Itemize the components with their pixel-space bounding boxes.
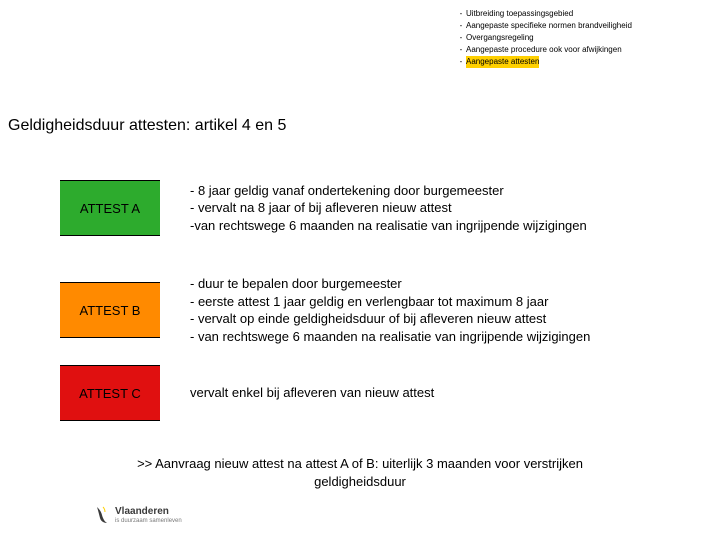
logo-icon: [95, 505, 111, 525]
attest-a-line: -van rechtswege 6 maanden na realisatie …: [190, 217, 587, 235]
bullet-dash: -: [456, 20, 466, 32]
list-item-text: Uitbreiding toepassingsgebied: [466, 8, 573, 20]
logo-text: Vlaanderen is duurzaam samenleven: [115, 507, 182, 524]
logo-title: Vlaanderen: [115, 507, 182, 517]
header-bullet-list: - Uitbreiding toepassingsgebied - Aangep…: [456, 8, 716, 68]
footer-line-1: >> Aanvraag nieuw attest na attest A of …: [0, 455, 720, 473]
attest-a-line: - vervalt na 8 jaar of bij afleveren nie…: [190, 199, 587, 217]
page-title: Geldigheidsduur attesten: artikel 4 en 5: [8, 117, 286, 135]
attest-row-b: ATTEST B - duur te bepalen door burgemee…: [60, 275, 590, 345]
attest-c-line: vervalt enkel bij afleveren van nieuw at…: [190, 384, 434, 402]
footer-note: >> Aanvraag nieuw attest na attest A of …: [0, 455, 720, 490]
list-item-text-highlighted: Aangepaste attesten: [466, 56, 539, 68]
list-item: - Uitbreiding toepassingsgebied: [456, 8, 716, 20]
attest-b-line: - van rechtswege 6 maanden na realisatie…: [190, 328, 590, 346]
attest-a-line: - 8 jaar geldig vanaf ondertekening door…: [190, 182, 587, 200]
attest-b-description: - duur te bepalen door burgemeester - ee…: [190, 275, 590, 345]
attest-row-c: ATTEST C vervalt enkel bij afleveren van…: [60, 365, 434, 421]
logo-subtitle: is duurzaam samenleven: [115, 518, 182, 524]
list-item-text: Aangepaste procedure ook voor afwijkinge…: [466, 44, 622, 56]
footer-line-2: geldigheidsduur: [0, 473, 720, 491]
bullet-dash: -: [456, 8, 466, 20]
attest-b-line: - eerste attest 1 jaar geldig en verleng…: [190, 293, 590, 311]
bullet-dash: -: [456, 44, 466, 56]
bullet-dash: -: [456, 56, 466, 68]
attest-c-description: vervalt enkel bij afleveren van nieuw at…: [190, 384, 434, 402]
list-item: - Aangepaste procedure ook voor afwijkin…: [456, 44, 716, 56]
list-item-text: Overgangsregeling: [466, 32, 534, 44]
bullet-dash: -: [456, 32, 466, 44]
attest-c-badge: ATTEST C: [60, 365, 160, 421]
list-item: - Aangepaste specifieke normen brandveil…: [456, 20, 716, 32]
attest-b-line: - vervalt op einde geldigheidsduur of bi…: [190, 310, 590, 328]
vlaanderen-logo: Vlaanderen is duurzaam samenleven: [95, 505, 182, 525]
attest-a-badge: ATTEST A: [60, 180, 160, 236]
list-item-text: Aangepaste specifieke normen brandveilig…: [466, 20, 632, 32]
list-item: - Aangepaste attesten: [456, 56, 716, 68]
attest-row-a: ATTEST A - 8 jaar geldig vanaf onderteke…: [60, 180, 587, 236]
list-item: - Overgangsregeling: [456, 32, 716, 44]
attest-b-badge: ATTEST B: [60, 282, 160, 338]
attest-b-line: - duur te bepalen door burgemeester: [190, 275, 590, 293]
attest-a-description: - 8 jaar geldig vanaf ondertekening door…: [190, 182, 587, 235]
